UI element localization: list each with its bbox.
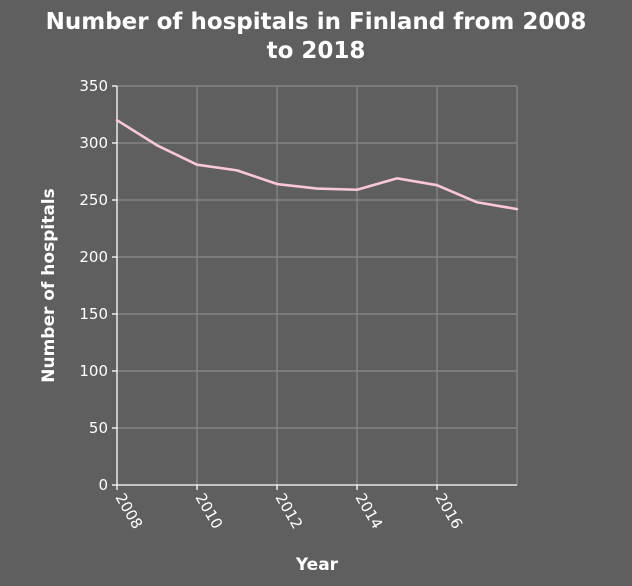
y-axis-ticks: 0 50 100 150 200 250 300 350	[79, 77, 117, 494]
x-tick-label: 2016	[432, 490, 467, 532]
chart-title-line-2: to 2018	[266, 38, 366, 64]
x-tick-label: 2010	[192, 490, 227, 532]
y-tick-label: 150	[79, 305, 108, 323]
x-tick-label: 2014	[352, 490, 387, 532]
y-tick-label: 350	[79, 77, 108, 95]
series-line	[115, 118, 519, 211]
chart-title-line-1: Number of hospitals in Finland from 2008	[45, 9, 587, 35]
grid-lines	[117, 85, 518, 485]
series-layer	[115, 118, 519, 211]
plot-area	[117, 86, 517, 485]
x-tick-label: 2012	[272, 490, 307, 532]
y-tick-label: 200	[79, 248, 108, 266]
y-tick-label: 100	[79, 362, 108, 380]
x-tick-label: 2008	[112, 490, 147, 532]
y-tick-label: 300	[79, 134, 108, 152]
y-tick-label: 0	[98, 476, 108, 494]
x-axis-ticks: 2008 2010 2012 2014 2016	[112, 485, 467, 532]
chart-title: Number of hospitals in Finland from 2008…	[0, 8, 632, 66]
x-axis-label: Year	[295, 555, 339, 575]
axes	[116, 86, 517, 486]
y-tick-label: 250	[79, 191, 108, 209]
y-tick-label: 50	[89, 419, 108, 437]
y-axis-label: Number of hospitals	[39, 188, 59, 382]
